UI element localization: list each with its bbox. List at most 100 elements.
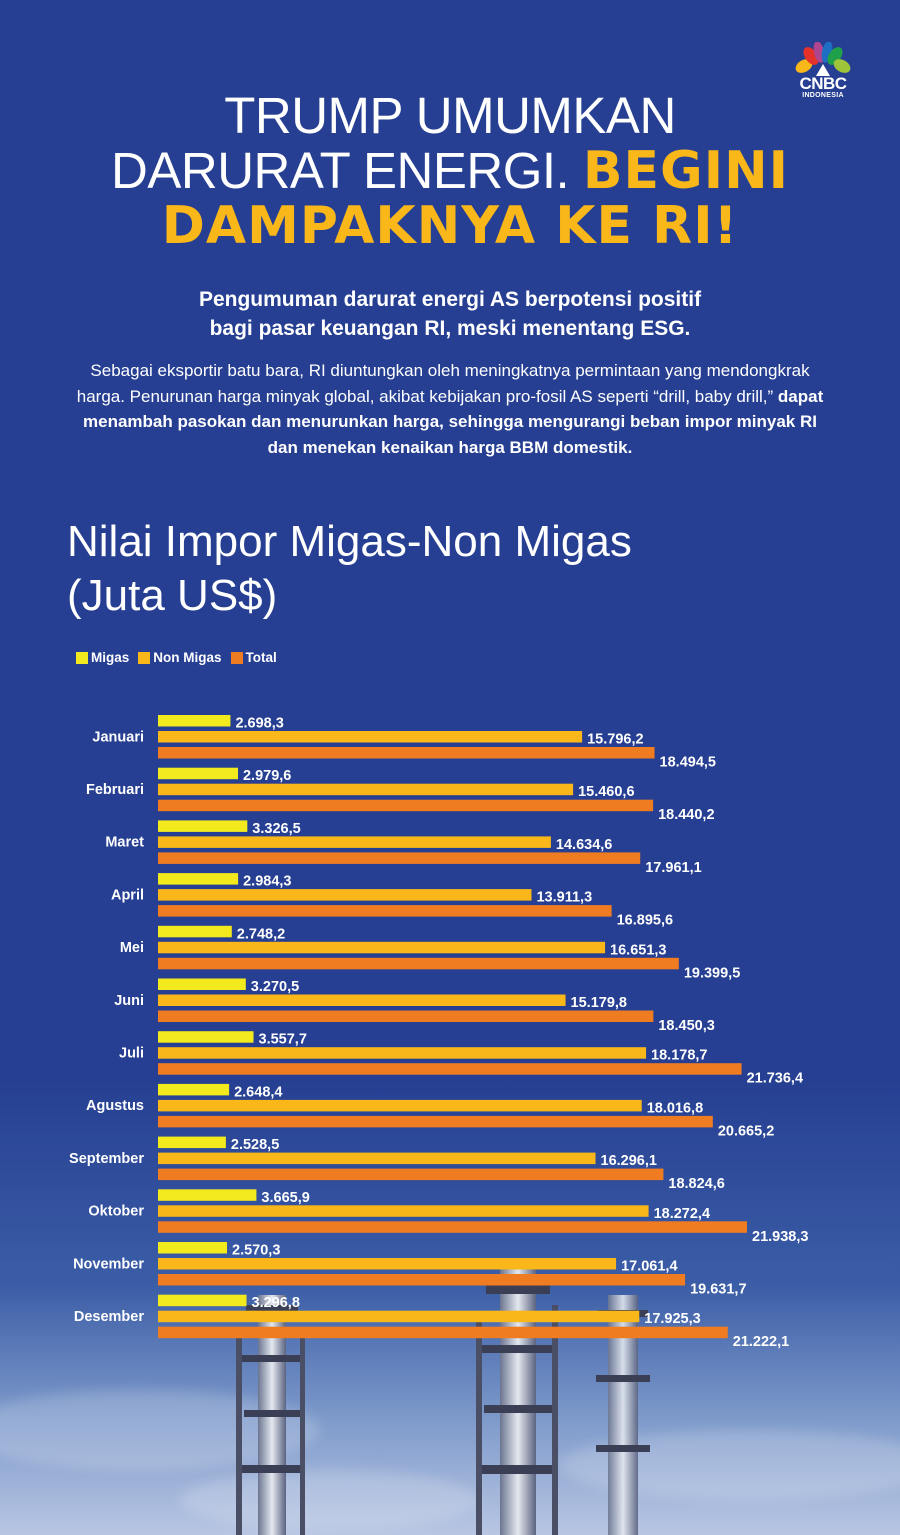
- headline: TRUMP UMUMKAN DARURAT ENERGI. BEGINI DAM…: [60, 88, 840, 254]
- bar-non-migas: [158, 1205, 649, 1217]
- headline-highlight-1: BEGINI: [582, 141, 789, 201]
- data-label-migas: 3.557,7: [259, 1032, 307, 1048]
- chart-title-main: Nilai Impor Migas-Non Migas: [67, 517, 632, 566]
- data-label-total: 16.895,6: [617, 913, 673, 929]
- subheadline-line-2: bagi pasar keuangan RI, meski menentang …: [209, 317, 691, 340]
- data-label-migas: 3.326,5: [252, 821, 300, 837]
- legend-label-migas: Migas: [91, 650, 130, 665]
- bar-total: [158, 1010, 654, 1022]
- legend-item-total: Total: [230, 650, 277, 665]
- headline-part-2: DARURAT ENERGI.: [111, 142, 570, 199]
- bar-migas: [158, 978, 246, 990]
- data-label-non-migas: 14.634,6: [556, 837, 612, 853]
- data-label-migas: 3.665,9: [261, 1190, 309, 1206]
- peacock-icon: [795, 42, 851, 76]
- bar-non-migas: [158, 1152, 596, 1165]
- chart-title: Nilai Impor Migas-Non Migas (Juta US$): [67, 515, 632, 623]
- bar-migas: [158, 1294, 247, 1307]
- category-label: November: [73, 1256, 144, 1272]
- data-label-migas: 2.748,2: [237, 926, 285, 942]
- bar-non-migas: [158, 1099, 642, 1112]
- data-label-total: 17.961,1: [645, 860, 701, 876]
- bar-migas: [158, 715, 231, 727]
- bar-total: [158, 1063, 742, 1075]
- data-label-non-migas: 17.925,3: [644, 1311, 700, 1327]
- bar-migas: [158, 873, 239, 885]
- data-label-total: 18.450,3: [658, 1018, 714, 1034]
- bar-non-migas: [158, 889, 532, 901]
- data-label-migas: 3.296,8: [252, 1295, 300, 1311]
- data-label-migas: 2.570,3: [232, 1243, 280, 1259]
- cloud: [180, 1470, 480, 1530]
- bar-migas: [158, 1083, 230, 1096]
- data-label-total: 18.494,5: [660, 755, 716, 771]
- data-label-non-migas: 18.178,7: [651, 1048, 707, 1064]
- bar-non-migas: [158, 1258, 617, 1270]
- data-label-total: 21.222,1: [733, 1334, 789, 1350]
- category-label: Maret: [105, 835, 144, 851]
- body-plain-text: Sebagai eksportir batu bara, RI diuntung…: [76, 361, 810, 406]
- category-label: Juli: [119, 1045, 144, 1061]
- subheadline-line-1: Pengumuman darurat energi AS berpotensi …: [198, 288, 702, 311]
- chart-title-unit: (Juta US$): [67, 571, 278, 620]
- bar-total: [158, 852, 641, 864]
- data-label-total: 21.736,4: [747, 1071, 803, 1087]
- data-label-non-migas: 16.651,3: [610, 942, 666, 958]
- bar-migas: [158, 767, 238, 780]
- data-label-migas: 2.528,5: [231, 1137, 279, 1153]
- refinery-towers-illustration: [236, 1265, 650, 1535]
- category-label: Desember: [74, 1309, 144, 1325]
- headline-line-2: DARURAT ENERGI. BEGINI: [60, 143, 840, 199]
- bar-total: [158, 1168, 664, 1181]
- bar-chart: Januari 2.698,3 15.796,2 18.494,5 Februari 2.…: [69, 715, 808, 1350]
- category-label: April: [111, 887, 144, 903]
- subheadline: Pengumuman darurat energi AS berpotensi …: [120, 285, 780, 343]
- bar-non-migas: [158, 783, 574, 796]
- legend-item-migas: Migas: [76, 650, 129, 665]
- chart-legend: Migas Non Migas Total: [76, 650, 277, 665]
- data-label-non-migas: 15.460,6: [578, 784, 634, 800]
- category-label: September: [69, 1151, 144, 1167]
- data-label-migas: 2.698,3: [235, 716, 283, 732]
- bar-migas: [158, 925, 232, 938]
- data-label-non-migas: 16.296,1: [601, 1153, 657, 1169]
- legend-item-non-migas: Non Migas: [138, 650, 222, 665]
- bar-migas: [158, 1242, 228, 1254]
- bar-non-migas: [158, 994, 566, 1006]
- bar-non-migas: [158, 1047, 647, 1059]
- legend-swatch-total: [230, 651, 243, 664]
- bar-total: [158, 799, 654, 812]
- bar-total: [158, 905, 612, 917]
- category-label: Oktober: [88, 1204, 144, 1220]
- bar-migas: [158, 1031, 254, 1043]
- data-label-non-migas: 18.016,8: [647, 1100, 703, 1116]
- data-label-migas: 2.984,3: [243, 874, 291, 890]
- bar-non-migas: [158, 836, 551, 848]
- bar-total: [158, 1326, 728, 1339]
- legend-label-non-migas: Non Migas: [153, 650, 222, 665]
- category-label: Mei: [120, 940, 144, 956]
- bar-migas: [158, 1189, 257, 1201]
- data-label-total: 19.399,5: [684, 965, 740, 981]
- bar-total: [158, 1221, 747, 1233]
- category-label: Februari: [86, 782, 144, 798]
- legend-swatch-non-migas: [138, 651, 151, 664]
- data-label-total: 20.665,2: [718, 1123, 774, 1139]
- category-label: Januari: [92, 729, 144, 745]
- data-label-non-migas: 13.911,3: [536, 890, 592, 906]
- bar-total: [158, 1115, 713, 1128]
- data-label-total: 21.938,3: [752, 1229, 808, 1245]
- data-label-non-migas: 17.061,4: [621, 1259, 677, 1275]
- data-label-total: 19.631,7: [690, 1282, 746, 1298]
- bar-total: [158, 957, 679, 970]
- cnbc-logo: CNBC INDONESIA: [790, 42, 856, 108]
- headline-line-1: TRUMP UMUMKAN: [224, 87, 676, 144]
- bar-migas: [158, 820, 248, 832]
- legend-label-total: Total: [245, 650, 277, 665]
- data-label-migas: 2.648,4: [234, 1084, 282, 1100]
- logo-wordmark: CNBC: [799, 74, 847, 93]
- bar-total: [158, 1274, 686, 1286]
- data-label-non-migas: 18.272,4: [654, 1206, 710, 1222]
- data-label-non-migas: 15.796,2: [587, 732, 643, 748]
- legend-swatch-migas: [76, 651, 88, 664]
